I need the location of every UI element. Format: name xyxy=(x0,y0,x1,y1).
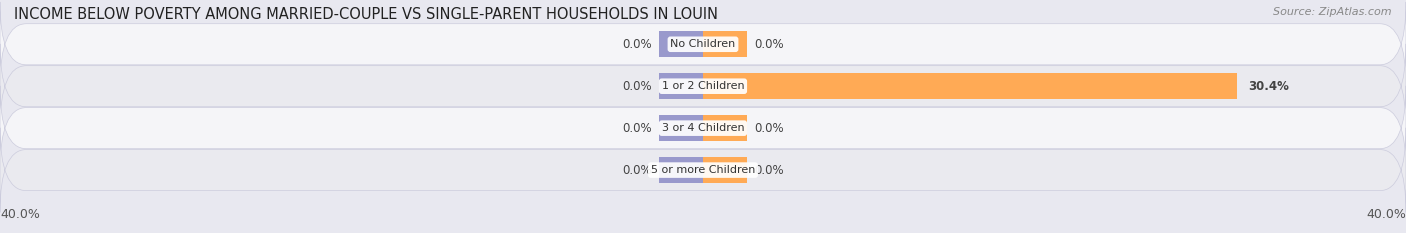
FancyBboxPatch shape xyxy=(0,128,1406,212)
Text: 5 or more Children: 5 or more Children xyxy=(651,165,755,175)
Text: Source: ZipAtlas.com: Source: ZipAtlas.com xyxy=(1274,7,1392,17)
FancyBboxPatch shape xyxy=(0,86,1406,171)
Text: 40.0%: 40.0% xyxy=(0,208,39,221)
Text: 0.0%: 0.0% xyxy=(623,122,652,135)
Text: 0.0%: 0.0% xyxy=(623,80,652,93)
Bar xyxy=(659,31,703,57)
Text: 3 or 4 Children: 3 or 4 Children xyxy=(662,123,744,133)
Text: 0.0%: 0.0% xyxy=(754,122,783,135)
Text: 0.0%: 0.0% xyxy=(623,38,652,51)
Bar xyxy=(703,31,747,57)
Text: 30.4%: 30.4% xyxy=(1249,80,1289,93)
Bar xyxy=(659,157,703,183)
Bar xyxy=(703,115,747,141)
Text: 0.0%: 0.0% xyxy=(754,164,783,177)
Text: 0.0%: 0.0% xyxy=(623,164,652,177)
Bar xyxy=(659,115,703,141)
Bar xyxy=(703,73,1237,99)
FancyBboxPatch shape xyxy=(0,44,1406,129)
Text: INCOME BELOW POVERTY AMONG MARRIED-COUPLE VS SINGLE-PARENT HOUSEHOLDS IN LOUIN: INCOME BELOW POVERTY AMONG MARRIED-COUPL… xyxy=(14,7,718,22)
Text: No Children: No Children xyxy=(671,39,735,49)
FancyBboxPatch shape xyxy=(0,2,1406,87)
Text: 1 or 2 Children: 1 or 2 Children xyxy=(662,81,744,91)
Bar xyxy=(659,73,703,99)
Bar xyxy=(703,157,747,183)
Text: 40.0%: 40.0% xyxy=(1367,208,1406,221)
Text: 0.0%: 0.0% xyxy=(754,38,783,51)
